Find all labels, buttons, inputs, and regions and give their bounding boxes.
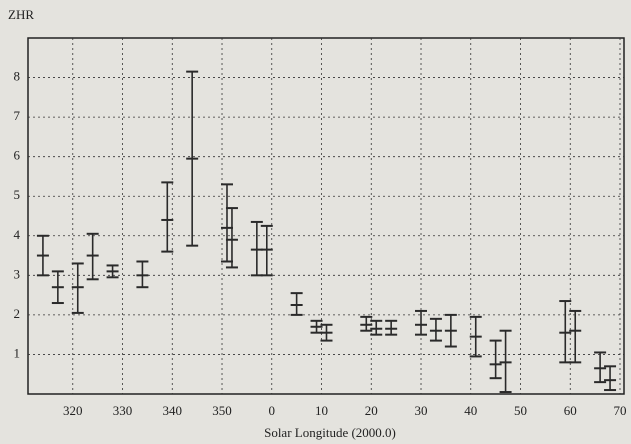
y-tick-label: 4 [14,227,21,242]
x-tick-label: 320 [63,403,83,418]
y-tick-label: 2 [14,306,21,321]
y-tick-label: 5 [14,187,21,202]
x-tick-label: 40 [464,403,477,418]
x-tick-label: 30 [415,403,428,418]
x-tick-label: 70 [614,403,627,418]
y-tick-label: 6 [14,148,21,163]
y-axis-label: ZHR [8,7,34,22]
x-tick-label: 340 [163,403,183,418]
x-tick-label: 330 [113,403,133,418]
x-tick-label: 0 [269,403,276,418]
plot-frame [27,37,625,395]
y-tick-label: 3 [14,266,21,281]
y-tick-label: 8 [14,69,21,84]
y-tick-label: 1 [14,345,21,360]
x-tick-label: 10 [315,403,328,418]
x-tick-label: 350 [212,403,232,418]
x-axis-label: Solar Longitude (2000.0) [264,425,396,440]
x-tick-label: 50 [514,403,527,418]
x-tick-label: 60 [564,403,577,418]
x-tick-label: 20 [365,403,378,418]
y-tick-label: 7 [14,108,21,123]
